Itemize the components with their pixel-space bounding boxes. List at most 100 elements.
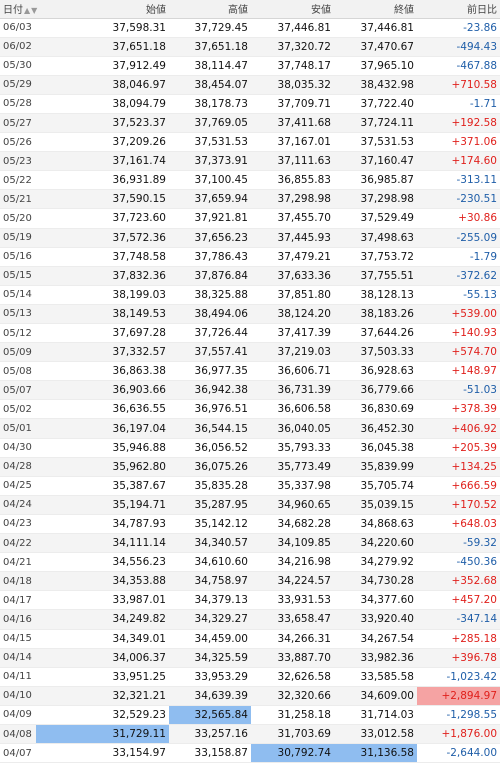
open-cell: 38,149.53 [36, 304, 169, 325]
sort-asc-icon[interactable]: ▲ [24, 6, 31, 16]
high-cell: 36,942.38 [169, 380, 251, 401]
change-cell: +205.39 [417, 438, 500, 458]
change-cell: +1,876.00 [417, 724, 500, 745]
open-cell: 37,598.31 [36, 18, 169, 38]
open-cell: 38,094.79 [36, 94, 169, 114]
high-cell: 34,639.39 [169, 686, 251, 706]
high-cell: 35,287.95 [169, 495, 251, 515]
close-cell: 31,136.58 [334, 743, 417, 764]
date-cell: 05/30 [0, 56, 36, 76]
table-row: 05/29 38,046.97 38,454.07 38,035.32 38,432.9… [0, 75, 500, 95]
table-row: 04/08 31,729.11 33,257.16 31,703.69 33,012.5… [0, 724, 500, 745]
table-row: 04/07 33,154.97 33,158.87 30,792.74 31,136.5… [0, 743, 500, 764]
low-cell: 37,446.81 [251, 18, 334, 38]
low-cell: 37,167.01 [251, 132, 334, 153]
open-cell: 36,197.04 [36, 418, 169, 439]
table-row: 05/22 36,931.89 37,100.45 36,855.83 36,985.8… [0, 170, 500, 191]
open-cell: 37,332.57 [36, 342, 169, 363]
close-cell: 33,920.40 [334, 609, 417, 630]
low-cell: 34,224.57 [251, 571, 334, 592]
open-cell: 31,729.11 [36, 724, 169, 745]
table-row: 05/09 37,332.57 37,557.41 37,219.03 37,503.3… [0, 342, 500, 363]
high-cell: 37,659.94 [169, 189, 251, 210]
change-cell: -313.11 [417, 170, 500, 191]
low-cell: 37,748.17 [251, 56, 334, 76]
high-cell: 38,114.47 [169, 56, 251, 76]
open-cell: 37,523.37 [36, 113, 169, 134]
table-row: 05/21 37,590.15 37,659.94 37,298.98 37,298.9… [0, 189, 500, 210]
low-cell: 38,035.32 [251, 75, 334, 95]
low-cell: 34,960.65 [251, 495, 334, 515]
open-cell: 36,863.38 [36, 361, 169, 382]
date-cell: 04/10 [0, 686, 36, 706]
close-cell: 37,644.26 [334, 323, 417, 344]
high-cell: 36,976.51 [169, 399, 251, 420]
close-cell: 33,982.36 [334, 648, 417, 668]
high-cell: 34,325.59 [169, 648, 251, 668]
low-cell: 37,445.93 [251, 228, 334, 248]
high-cell: 37,876.84 [169, 266, 251, 286]
table-row: 05/02 36,636.55 36,976.51 36,606.58 36,830.6… [0, 399, 500, 420]
change-cell: +134.25 [417, 457, 500, 477]
date-cell: 05/21 [0, 189, 36, 210]
high-cell: 37,656.23 [169, 228, 251, 248]
open-cell: 32,529.23 [36, 705, 169, 725]
high-column-header: 高値 [169, 0, 251, 19]
date-cell: 05/08 [0, 361, 36, 382]
high-cell: 38,494.06 [169, 304, 251, 325]
close-cell: 36,045.38 [334, 438, 417, 458]
open-cell: 34,349.01 [36, 629, 169, 649]
sort-desc-icon[interactable]: ▼ [31, 6, 38, 16]
date-column-header[interactable]: 日付▲▼ [0, 0, 38, 19]
close-cell: 34,377.60 [334, 590, 417, 611]
date-cell: 04/30 [0, 438, 36, 458]
date-cell: 04/25 [0, 476, 36, 496]
change-cell: +378.39 [417, 399, 500, 420]
close-cell: 36,830.69 [334, 399, 417, 420]
table-row: 04/24 35,194.71 35,287.95 34,960.65 35,039.1… [0, 495, 500, 515]
close-cell: 37,755.51 [334, 266, 417, 286]
change-cell: -23.86 [417, 18, 500, 38]
low-cell: 37,417.39 [251, 323, 334, 344]
date-cell: 04/28 [0, 457, 36, 477]
high-cell: 34,459.00 [169, 629, 251, 649]
table-row: 04/30 35,946.88 36,056.52 35,793.33 36,045.3… [0, 438, 500, 458]
open-cell: 36,931.89 [36, 170, 169, 191]
low-cell: 37,479.21 [251, 247, 334, 267]
change-cell: -1,023.42 [417, 667, 500, 687]
date-cell: 04/21 [0, 552, 36, 573]
change-cell: -1.79 [417, 247, 500, 267]
table-row: 06/03 37,598.31 37,729.45 37,446.81 37,446.8… [0, 18, 500, 38]
low-cell: 32,626.58 [251, 667, 334, 687]
table-row: 04/11 33,951.25 33,953.29 32,626.58 33,585.5… [0, 667, 500, 687]
table-row: 05/16 37,748.58 37,786.43 37,479.21 37,753.7… [0, 247, 500, 267]
date-cell: 04/08 [0, 724, 36, 745]
close-cell: 33,585.58 [334, 667, 417, 687]
open-cell: 36,903.66 [36, 380, 169, 401]
date-cell: 04/18 [0, 571, 36, 592]
open-cell: 35,194.71 [36, 495, 169, 515]
date-cell: 04/16 [0, 609, 36, 630]
open-cell: 34,111.14 [36, 533, 169, 554]
table-header-row: 日付▲▼ 始値 高値 安値 終値 前日比 [0, 0, 500, 19]
change-cell: +666.59 [417, 476, 500, 496]
high-cell: 37,100.45 [169, 170, 251, 191]
high-cell: 37,557.41 [169, 342, 251, 363]
low-cell: 35,793.33 [251, 438, 334, 458]
low-cell: 33,658.47 [251, 609, 334, 630]
low-cell: 30,792.74 [251, 743, 334, 764]
table-row: 04/17 33,987.01 34,379.13 33,931.53 34,377.6… [0, 590, 500, 611]
close-cell: 34,279.92 [334, 552, 417, 573]
table-row: 05/20 37,723.60 37,921.81 37,455.70 37,529.4… [0, 208, 500, 229]
table-row: 04/09 32,529.23 32,565.84 31,258.18 31,714.0… [0, 705, 500, 725]
high-cell: 37,769.05 [169, 113, 251, 134]
high-cell: 37,786.43 [169, 247, 251, 267]
table-row: 05/27 37,523.37 37,769.05 37,411.68 37,724.1… [0, 113, 500, 134]
date-column-label: 日付 [3, 5, 23, 17]
high-cell: 36,056.52 [169, 438, 251, 458]
close-cell: 37,529.49 [334, 208, 417, 229]
low-cell: 34,266.31 [251, 629, 334, 649]
open-cell: 35,962.80 [36, 457, 169, 477]
open-cell: 37,723.60 [36, 208, 169, 229]
low-cell: 36,040.05 [251, 418, 334, 439]
